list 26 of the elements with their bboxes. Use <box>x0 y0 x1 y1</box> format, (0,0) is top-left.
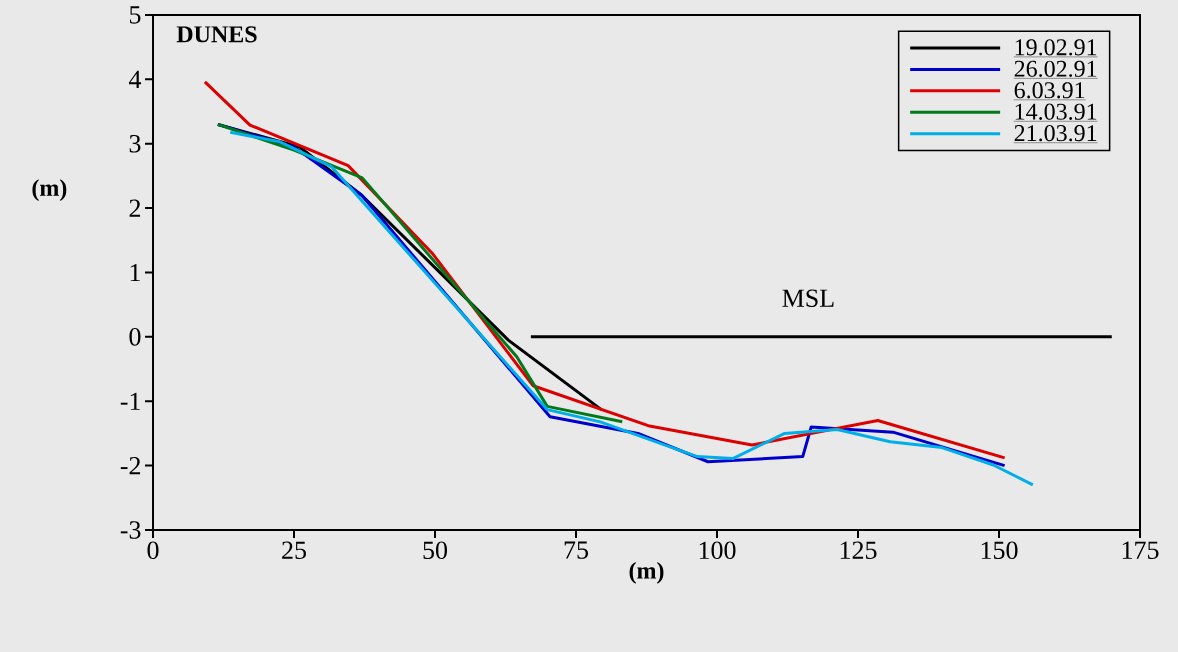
x-tick-label: 25 <box>282 541 306 559</box>
y-tick-label: -2 <box>120 457 141 475</box>
y-tick-label: 1 <box>130 263 140 282</box>
legend-label: 14.03.91 <box>1015 103 1097 120</box>
x-axis-title: (m) <box>629 561 664 584</box>
chart-title: DUNES <box>176 26 257 43</box>
x-tick-label: 175 <box>1122 541 1159 559</box>
x-tick-label: 100 <box>699 541 736 560</box>
x-tick-label: 150 <box>981 541 1018 560</box>
y-tick-label: 0 <box>129 328 141 346</box>
legend-label: 21.03.91 <box>1014 125 1097 142</box>
annotation: MSL <box>782 289 834 307</box>
x-tick-label: 125 <box>840 541 877 559</box>
y-tick-label: 2 <box>129 199 141 217</box>
legend-label: 26.02.91 <box>1014 60 1097 77</box>
y-tick-label: 3 <box>129 135 141 153</box>
y-axis-title: (m) <box>32 179 67 201</box>
x-tick-label: 75 <box>564 541 588 559</box>
y-tick-label: 4 <box>128 70 142 88</box>
y-tick-label: -3 <box>120 521 141 539</box>
y-tick-label: -1 <box>120 392 140 410</box>
legend-label: 19.02.91 <box>1015 39 1097 56</box>
x-tick-label: 50 <box>423 541 448 560</box>
y-tick-label: 5 <box>129 6 141 24</box>
legend-label: 6.03.91 <box>1014 82 1085 99</box>
x-tick-label: 0 <box>147 541 159 560</box>
